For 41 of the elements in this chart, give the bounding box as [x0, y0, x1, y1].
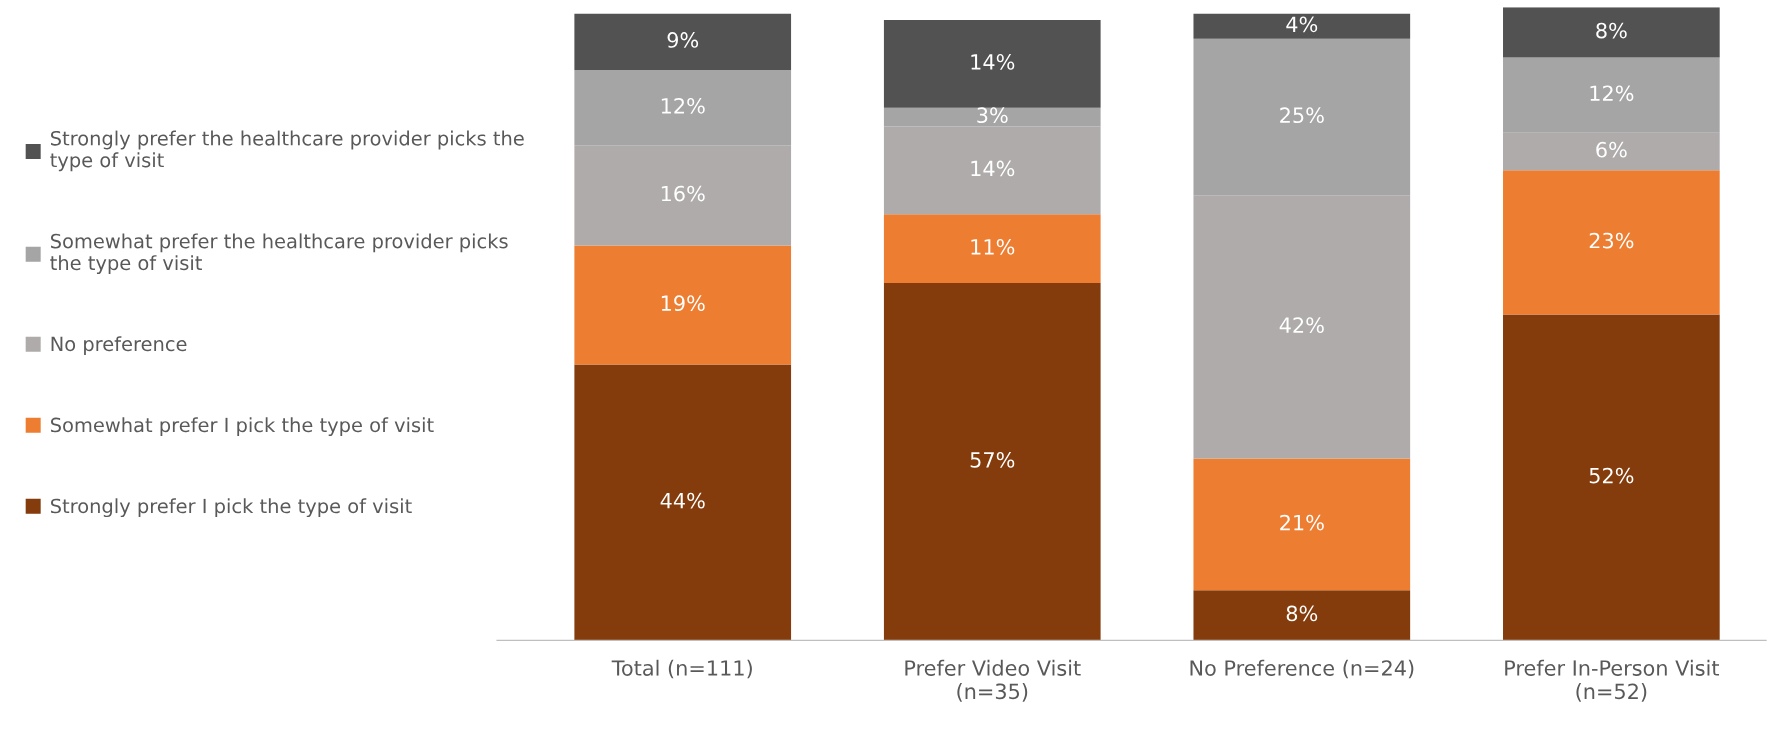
- bar: [1503, 7, 1720, 58]
- data-label: 6%: [1596, 141, 1627, 158]
- legend-label: Strongly prefer the healthcare provider picks the type of visit: [50, 130, 524, 172]
- legend-label: Somewhat prefer I pick the type of visit: [50, 417, 434, 437]
- bar: [1193, 590, 1411, 641]
- x-tick-label: Prefer In-Person Visit (n=52): [1505, 659, 1720, 702]
- data-label: 42%: [1279, 317, 1324, 334]
- data-label: 52%: [1589, 467, 1634, 484]
- x-tick-label: No Preference (n=24): [1190, 659, 1414, 679]
- data-label: 23%: [1589, 232, 1634, 249]
- data-label: 11%: [971, 238, 1015, 255]
- data-label: 57%: [970, 452, 1015, 468]
- bar: [1503, 170, 1720, 315]
- bar: [1503, 314, 1720, 641]
- legend-label: Strongly prefer I pick the type of visit: [50, 498, 412, 518]
- bar: [1193, 458, 1411, 591]
- bar: [883, 214, 1101, 284]
- data-label: 25%: [1280, 107, 1324, 124]
- bar: [574, 245, 792, 365]
- data-label: 8%: [1286, 605, 1318, 622]
- data-label: 4%: [1286, 16, 1318, 33]
- data-label: 14%: [971, 160, 1015, 177]
- data-label: 12%: [1590, 85, 1634, 102]
- x-tick-label: Prefer Video Visit (n=35): [905, 659, 1081, 702]
- bar: [883, 19, 1101, 108]
- data-label: 9%: [667, 32, 699, 48]
- data-label: 14%: [971, 54, 1015, 70]
- bar: [574, 364, 792, 641]
- data-label: 16%: [661, 185, 705, 202]
- data-label: 12%: [661, 97, 705, 114]
- legend-label: Somewhat prefer the healthcare provider picks the type of visit: [50, 233, 508, 274]
- x-tick-label: Total (n=111): [611, 659, 752, 679]
- legend-label: No preference: [51, 336, 187, 356]
- bar: [883, 283, 1101, 641]
- data-label: 21%: [1280, 514, 1324, 531]
- bar: [574, 13, 792, 71]
- data-label: 44%: [660, 492, 705, 509]
- data-label: 19%: [661, 295, 705, 312]
- data-label: 3%: [977, 107, 1008, 124]
- data-label: 8%: [1596, 22, 1627, 39]
- bar: [1193, 13, 1411, 39]
